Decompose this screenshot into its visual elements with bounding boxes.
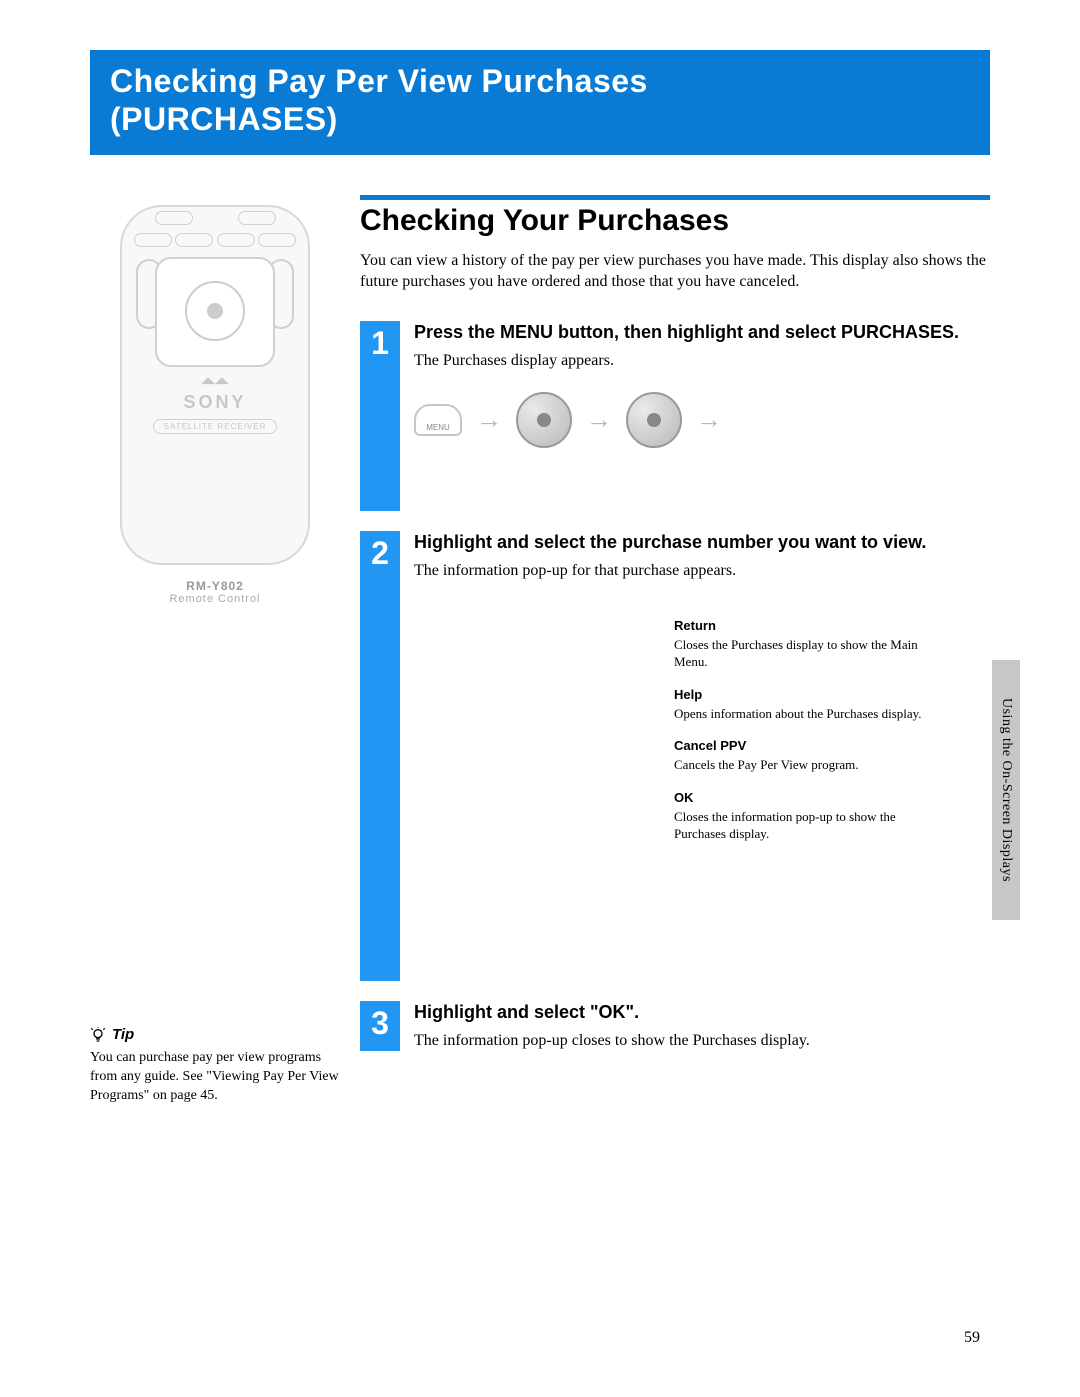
section-intro: You can view a history of the pay per vi… [360, 250, 990, 293]
step-2: 2 Highlight and select the purchase numb… [360, 531, 990, 981]
nav-disc-icon [516, 392, 572, 448]
banner-line2: (PURCHASES) [110, 100, 970, 138]
right-column: Checking Your Purchases You can view a h… [360, 195, 990, 1106]
tip-block: Tip You can purchase pay per view progra… [90, 1025, 340, 1106]
callout-desc: Cancels the Pay Per View program. [674, 757, 924, 774]
section-tab: Using the On-Screen Displays [992, 660, 1020, 920]
step-number: 3 [360, 1001, 400, 1051]
menu-button-icon: MENU [414, 404, 462, 436]
step-title: Press the MENU button, then highlight an… [414, 321, 990, 344]
tip-heading: Tip [90, 1025, 340, 1045]
arrow-icon: → [696, 404, 722, 435]
manual-page: Checking Pay Per View Purchases (PURCHAS… [0, 0, 1080, 1397]
lightbulb-icon [90, 1027, 106, 1043]
callout-help: Help Opens information about the Purchas… [674, 687, 924, 723]
step-1: 1 Press the MENU button, then highlight … [360, 321, 990, 511]
step-number: 1 [360, 321, 400, 511]
step-text: The information pop-up closes to show th… [414, 1030, 990, 1052]
remote-illustration: ◢◣◢◣ SONY SATELLITE RECEIVER [120, 205, 310, 565]
tip-label: Tip [112, 1025, 134, 1045]
callout-ok: OK Closes the information pop-up to show… [674, 790, 924, 843]
step-title: Highlight and select "OK". [414, 1001, 990, 1024]
section-rule [360, 195, 990, 200]
arrow-icon: → [476, 404, 502, 435]
callout-return: Return Closes the Purchases display to s… [674, 618, 924, 671]
callout-desc: Closes the information pop-up to show th… [674, 809, 924, 843]
remote-satellite-label: SATELLITE RECEIVER [153, 419, 278, 434]
remote-model: RM-Y802 [90, 579, 340, 593]
step-3: 3 Highlight and select "OK". The informa… [360, 1001, 990, 1052]
nav-disc-icon [626, 392, 682, 448]
button-sequence: MENU → → → [414, 392, 990, 448]
step-number: 2 [360, 531, 400, 981]
step-title: Highlight and select the purchase number… [414, 531, 990, 554]
banner-line1: Checking Pay Per View Purchases [110, 62, 970, 100]
callout-list: Return Closes the Purchases display to s… [674, 618, 990, 843]
section-title: Checking Your Purchases [360, 204, 990, 238]
chapter-banner: Checking Pay Per View Purchases (PURCHAS… [90, 50, 990, 155]
step-text: The Purchases display appears. [414, 350, 990, 372]
page-number: 59 [964, 1329, 980, 1347]
callout-title: Help [674, 687, 924, 704]
remote-brand: SONY [122, 392, 308, 413]
callout-cancel-ppv: Cancel PPV Cancels the Pay Per View prog… [674, 738, 924, 774]
left-column: ◢◣◢◣ SONY SATELLITE RECEIVER RM-Y802 Rem… [90, 195, 360, 1106]
step-text: The information pop-up for that purchase… [414, 560, 990, 582]
arrow-icon: → [586, 404, 612, 435]
callout-title: Return [674, 618, 924, 635]
content-area: ◢◣◢◣ SONY SATELLITE RECEIVER RM-Y802 Rem… [90, 195, 990, 1106]
callout-desc: Opens information about the Purchases di… [674, 706, 924, 723]
callout-desc: Closes the Purchases display to show the… [674, 637, 924, 671]
callout-title: OK [674, 790, 924, 807]
callout-title: Cancel PPV [674, 738, 924, 755]
remote-caption: Remote Control [90, 593, 340, 605]
tip-text: You can purchase pay per view programs f… [90, 1049, 340, 1106]
